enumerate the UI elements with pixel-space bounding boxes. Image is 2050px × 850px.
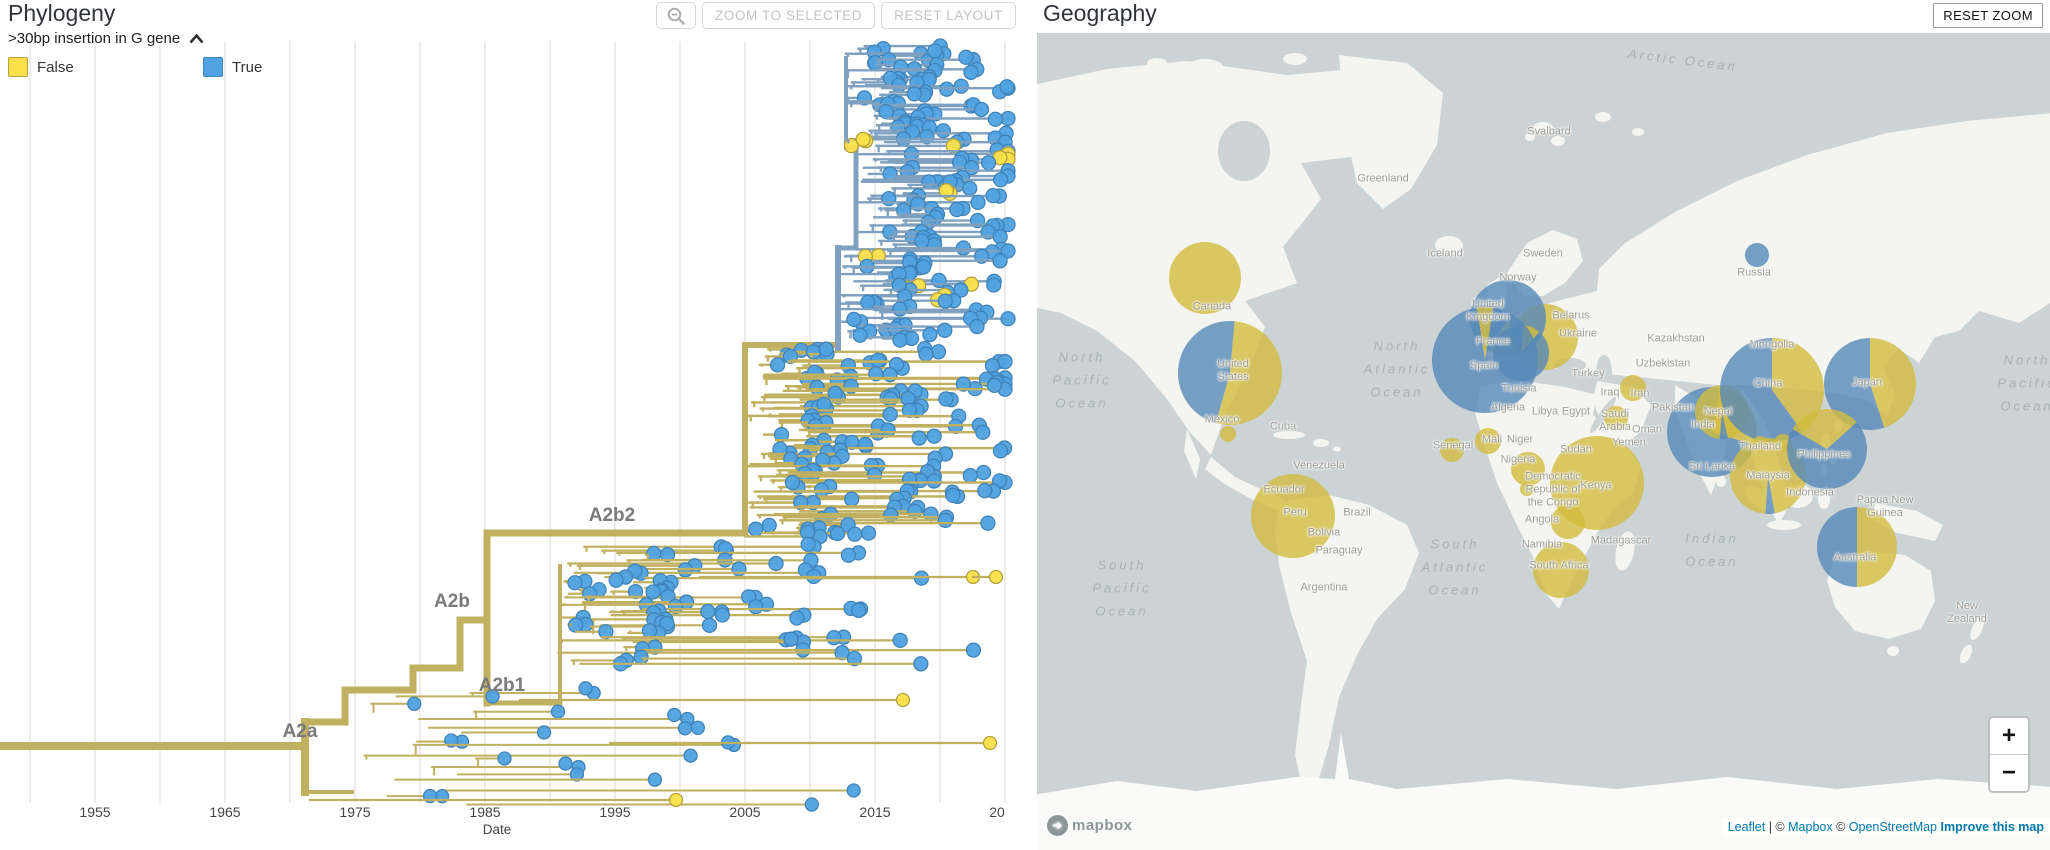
pie-canada[interactable] xyxy=(1169,242,1241,314)
map-zoom-out-button[interactable]: − xyxy=(1990,755,2028,791)
tree-cluster-true-clade xyxy=(835,38,1016,348)
legend-label: False xyxy=(37,58,74,76)
tree-cluster-basal-false xyxy=(363,681,861,812)
legend-label: True xyxy=(232,58,263,76)
tree-branches xyxy=(0,56,859,796)
pie-senegal[interactable] xyxy=(1440,438,1464,462)
pie-zambia[interactable] xyxy=(1551,505,1585,539)
axis-tick: 20 xyxy=(989,804,1005,820)
attribution-link[interactable]: Mapbox xyxy=(1788,820,1833,834)
tree-outlier-branches xyxy=(308,569,1004,808)
date-axis: 1955 1965 1975 1985 1995 2005 2015 20 Date xyxy=(79,804,1005,837)
map-attribution: Leaflet | © Mapbox © OpenStreetMap Impro… xyxy=(1721,818,2050,836)
mapbox-logo[interactable]: ➔ mapbox xyxy=(1047,815,1133,836)
clade-labels: A2a A2b A2b1 A2b2 xyxy=(283,505,636,742)
attribution-link[interactable]: Leaflet xyxy=(1727,820,1766,834)
clade-label-A2b1[interactable]: A2b1 xyxy=(479,675,526,696)
axis-tick: 1955 xyxy=(79,804,110,820)
map-canvas xyxy=(1037,33,2050,850)
clade-label-A2b2[interactable]: A2b2 xyxy=(589,505,635,526)
legend-item-false[interactable]: False xyxy=(8,57,203,77)
pie-south-africa[interactable] xyxy=(1533,542,1589,598)
pie-peru[interactable] xyxy=(1251,474,1335,558)
reset-layout-button[interactable]: RESET LAYOUT xyxy=(881,2,1016,29)
axis-label: Date xyxy=(483,822,512,837)
mapbox-logo-text: mapbox xyxy=(1072,817,1133,834)
legend-item-true[interactable]: True xyxy=(203,57,398,77)
pie-spain[interactable] xyxy=(1432,306,1538,413)
legend-swatch-false xyxy=(8,57,28,77)
pie-nigeria[interactable] xyxy=(1511,452,1545,486)
map-zoom-in-button[interactable]: + xyxy=(1990,718,2028,755)
pie-gabon[interactable] xyxy=(1520,482,1534,496)
chevron-up-icon xyxy=(189,33,204,43)
pie-philippines[interactable] xyxy=(1787,408,1868,489)
legend-toggle[interactable]: >30bp insertion in G gene xyxy=(8,30,398,47)
axis-tick: 2005 xyxy=(729,804,760,820)
clade-label-A2a[interactable]: A2a xyxy=(283,721,318,742)
attribution-text: © xyxy=(1832,820,1849,834)
pie-iran[interactable] xyxy=(1620,375,1646,401)
legend-items: False True xyxy=(8,57,398,77)
pie-mexico[interactable] xyxy=(1220,426,1236,442)
tree-cluster-a2b2-false xyxy=(742,340,1013,545)
pie-united-states[interactable] xyxy=(1177,321,1282,426)
legend-title: >30bp insertion in G gene xyxy=(8,30,181,47)
pie-china[interactable] xyxy=(1719,338,1824,442)
map-pies xyxy=(1169,242,1916,598)
phylogeny-tree[interactable]: A2a A2b A2b1 A2b2 1955 1965 1975 1985 1995 2005 20… xyxy=(0,0,1037,850)
zoom-out-button[interactable] xyxy=(656,2,696,29)
phylogeny-panel: A2a A2b A2b1 A2b2 1955 1965 1975 1985 1995 2005 20… xyxy=(0,0,1037,850)
pie-australia[interactable] xyxy=(1817,507,1897,587)
phylogeny-title: Phylogeny xyxy=(8,0,116,26)
attribution-link[interactable]: Improve this map xyxy=(1940,820,2045,834)
attribution-link[interactable]: OpenStreetMap xyxy=(1848,820,1938,834)
axis-tick: 1965 xyxy=(209,804,240,820)
legend-swatch-true xyxy=(203,57,223,77)
zoom-to-selected-button[interactable]: ZOOM TO SELECTED xyxy=(702,2,876,29)
map-zoom-control: + − xyxy=(1988,716,2030,793)
axis-tick: 2015 xyxy=(859,804,890,820)
phylogeny-toolbar: ZOOM TO SELECTED RESET LAYOUT xyxy=(656,2,1016,29)
pie-japan[interactable] xyxy=(1823,338,1916,431)
pie-mali[interactable] xyxy=(1475,428,1501,454)
reset-zoom-button[interactable]: RESET ZOOM xyxy=(1933,3,2043,28)
mapbox-logo-icon: ➔ xyxy=(1047,815,1068,836)
clade-label-A2b[interactable]: A2b xyxy=(434,591,470,612)
axis-tick: 1995 xyxy=(599,804,630,820)
pie-indonesia[interactable] xyxy=(1730,438,1807,515)
zoom-out-magnifier-icon xyxy=(667,7,685,25)
pie-saudi-arabia[interactable] xyxy=(1604,406,1628,430)
pie-russia[interactable] xyxy=(1745,243,1769,267)
world-map[interactable]: Canada United States Mexico Cuba Venezuela Ec… xyxy=(1037,33,2050,850)
axis-tick: 1985 xyxy=(469,804,500,820)
geography-title: Geography xyxy=(1043,0,1157,26)
tree-cluster-a2b1-false xyxy=(557,536,982,672)
geography-panel: Geography RESET ZOOM Canada United States… xyxy=(1037,0,2050,850)
axis-tick: 1975 xyxy=(339,804,370,820)
legend: >30bp insertion in G gene False True xyxy=(8,30,398,77)
attribution-text: | © xyxy=(1765,820,1789,834)
